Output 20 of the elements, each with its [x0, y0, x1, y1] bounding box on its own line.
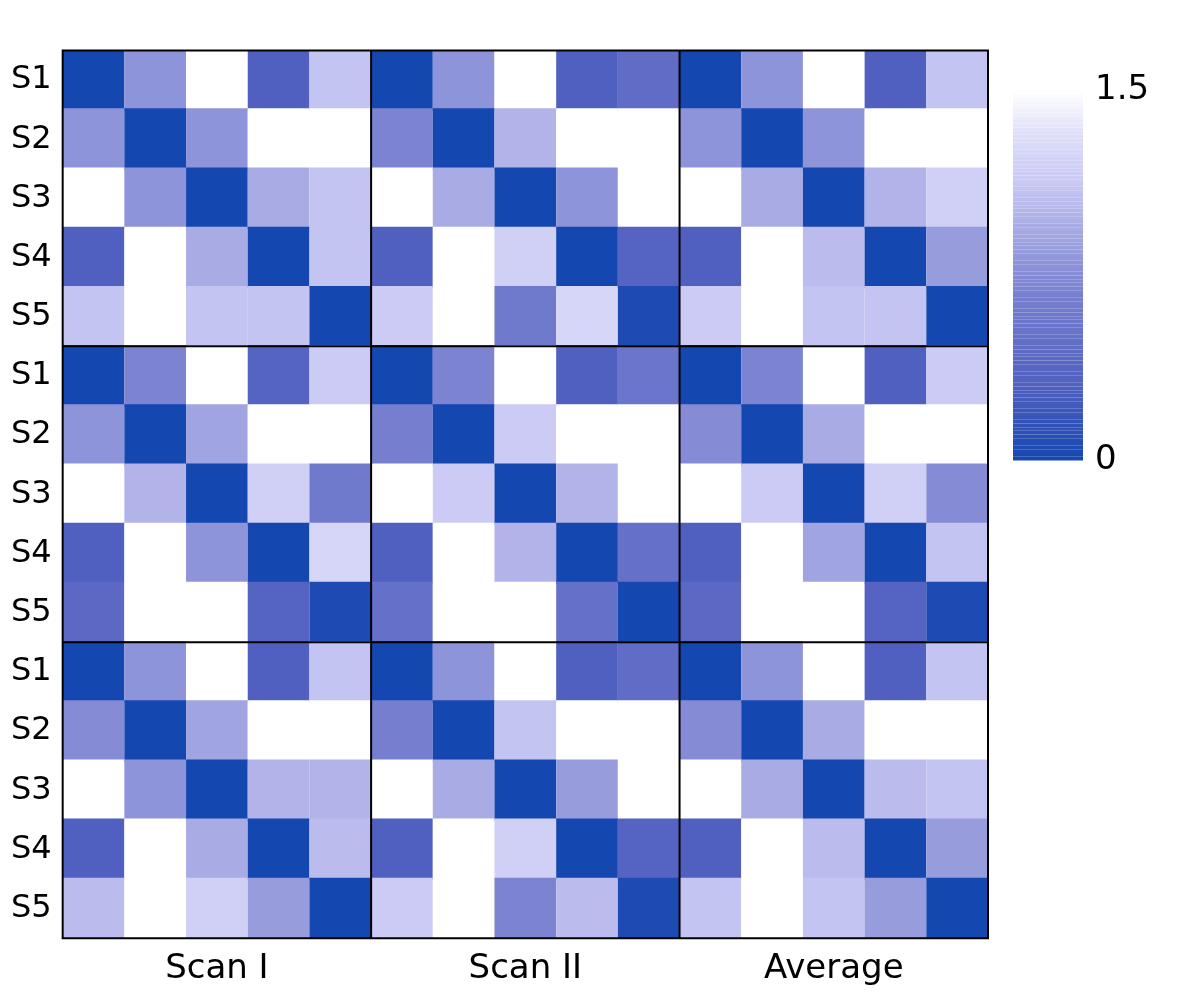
color-bar-label: 1.5 — [1095, 67, 1150, 108]
y-tick-label: S4 — [11, 531, 52, 570]
y-tick-label: S5 — [11, 295, 52, 334]
color-bar-label: 0 — [1095, 437, 1117, 478]
y-tick-label: S1 — [11, 354, 52, 393]
x-tick-label: Scan II — [468, 946, 583, 987]
y-tick-label: S4 — [11, 827, 52, 866]
y-tick-label: S3 — [11, 768, 52, 807]
y-tick-label: S4 — [11, 235, 52, 274]
y-tick-label: S3 — [11, 176, 52, 215]
y-tick-label: S2 — [11, 117, 52, 156]
y-tick-label: S2 — [11, 709, 52, 748]
y-tick-label: S2 — [11, 413, 52, 452]
y-tick-label: S5 — [11, 886, 52, 925]
y-tick-label: S1 — [11, 650, 52, 689]
y-tick-label: S5 — [11, 591, 52, 629]
y-tick-label: S3 — [11, 472, 52, 511]
x-tick-label: Scan I — [165, 946, 269, 987]
y-tick-label: S1 — [11, 58, 52, 97]
x-tick-label: Average — [763, 946, 904, 987]
